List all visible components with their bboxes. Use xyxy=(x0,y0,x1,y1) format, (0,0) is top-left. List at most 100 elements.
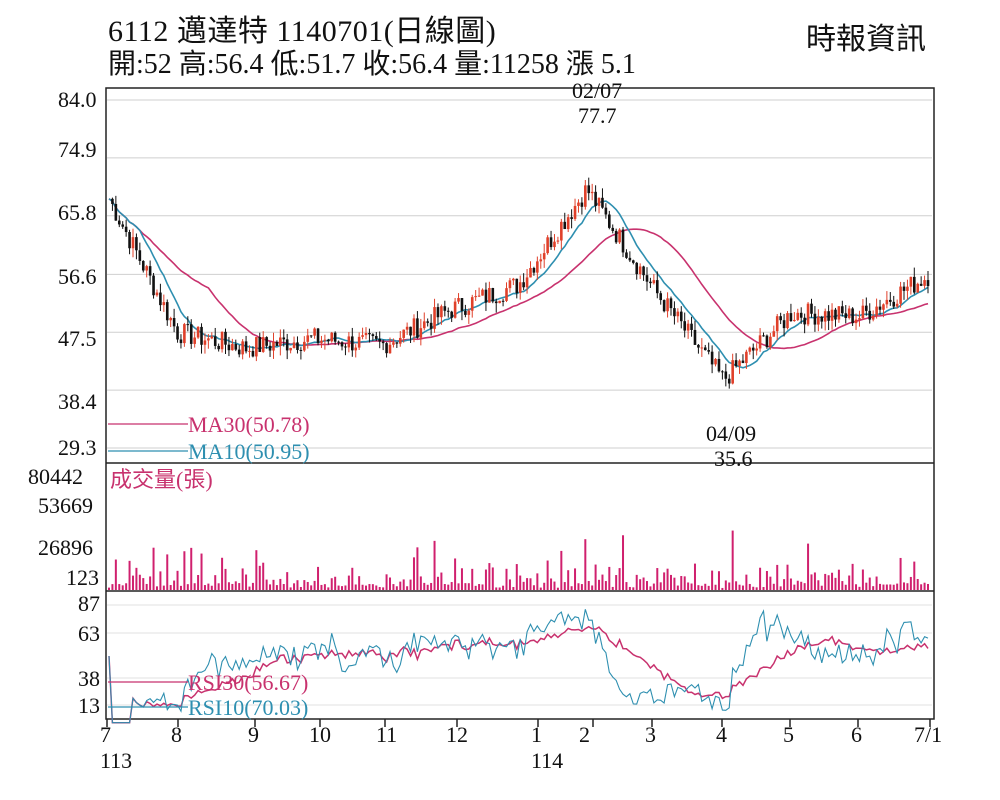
volume-bar xyxy=(368,584,371,590)
volume-bar xyxy=(793,584,796,590)
candle-body xyxy=(669,298,673,309)
candle-body xyxy=(796,312,800,320)
volume-bar xyxy=(457,583,460,590)
volume-bar xyxy=(371,584,374,590)
volume-bar xyxy=(207,583,210,590)
volume-bar xyxy=(872,586,875,590)
candle-body xyxy=(450,311,453,318)
volume-bar xyxy=(508,579,511,590)
volume-bar xyxy=(224,568,227,590)
candle-body xyxy=(268,345,272,351)
candle-body xyxy=(546,237,549,254)
volume-bar xyxy=(498,587,501,590)
candle-body xyxy=(234,344,238,350)
candle-body xyxy=(789,313,793,322)
plot-frame xyxy=(105,87,935,720)
x-tick-label: 8 xyxy=(171,722,182,747)
volume-bar xyxy=(145,583,148,590)
volume-bar xyxy=(543,582,546,590)
candle-body xyxy=(275,341,279,346)
volume-bar xyxy=(539,587,542,590)
volume-bar xyxy=(392,584,395,590)
candle-body xyxy=(419,328,423,338)
candle-body xyxy=(412,318,416,336)
volume-bar xyxy=(176,570,179,590)
candle-body xyxy=(765,335,769,348)
volume-bar xyxy=(138,574,141,590)
volume-bar xyxy=(303,580,306,590)
volume-bar xyxy=(402,579,405,590)
volume-bar xyxy=(488,563,491,590)
candle-body xyxy=(333,332,337,342)
candle-body xyxy=(515,278,519,294)
volume-bar xyxy=(639,579,642,590)
rsi-tick-label: 38 xyxy=(78,666,100,691)
volume-bar xyxy=(848,575,851,590)
volume-bar xyxy=(683,576,686,590)
candle-body xyxy=(916,283,920,293)
volume-bar xyxy=(512,587,515,590)
candle-body xyxy=(539,259,543,262)
volume-bar xyxy=(669,574,672,590)
volume-bar xyxy=(258,565,261,590)
volume-bar xyxy=(755,587,758,590)
candle-body xyxy=(364,333,368,336)
candle-body xyxy=(196,326,200,338)
volume-bar xyxy=(460,568,463,590)
volume-bar xyxy=(296,580,299,590)
volume-bar xyxy=(310,585,313,590)
candle-body xyxy=(327,339,330,342)
volume-bar xyxy=(762,587,765,590)
x-tick-label: 4 xyxy=(716,722,727,747)
candle-body xyxy=(494,301,498,304)
price-tick-label: 74.9 xyxy=(58,137,97,162)
volume-bar xyxy=(580,584,583,590)
candle-body xyxy=(690,323,693,330)
volume-bar xyxy=(837,569,840,590)
x-tick-label: 10 xyxy=(309,722,331,747)
candle-body xyxy=(488,287,491,303)
candle-body xyxy=(505,288,508,301)
volume-bar xyxy=(885,584,888,590)
ma10-line xyxy=(108,198,929,369)
candle-body xyxy=(416,318,419,338)
candle-body xyxy=(882,304,885,310)
volume-bar xyxy=(690,583,693,590)
grid-lines xyxy=(106,99,932,727)
volume-bar xyxy=(752,586,755,590)
volume-bar xyxy=(436,576,439,590)
candle-body xyxy=(727,378,731,384)
candle-body xyxy=(608,214,611,228)
volume-bar xyxy=(454,558,457,590)
volume-bar xyxy=(789,578,792,590)
candle-body xyxy=(117,220,121,225)
volume-bar xyxy=(131,575,134,590)
rsi30-line xyxy=(108,625,929,724)
volume-bar xyxy=(769,576,772,590)
candle-body xyxy=(299,349,303,351)
chart-title: 6112 邁達特 1140701(日線圖) xyxy=(108,15,497,48)
candle-body xyxy=(279,337,282,346)
candle-body xyxy=(248,350,251,352)
volume-bar xyxy=(203,585,206,590)
candle-body xyxy=(477,295,481,297)
volume-bar xyxy=(162,585,165,590)
volume-bar xyxy=(724,580,727,590)
volume-bar xyxy=(155,586,158,590)
volume-bar xyxy=(529,578,532,590)
candle-body xyxy=(885,299,889,305)
volume-bar xyxy=(556,587,559,590)
volume-bar xyxy=(238,583,241,590)
volume-bar xyxy=(879,583,882,590)
volume-bar xyxy=(440,572,443,590)
candle-body xyxy=(344,346,347,348)
candle-body xyxy=(498,300,501,304)
volume-bar xyxy=(142,578,145,590)
candle-body xyxy=(210,336,214,339)
volume-bar xyxy=(210,585,213,590)
volume-bar xyxy=(484,569,487,590)
candle-body xyxy=(854,319,858,324)
x-tick-label: 12 xyxy=(446,722,468,747)
volume-bar xyxy=(317,566,320,590)
candle-body xyxy=(621,229,625,253)
